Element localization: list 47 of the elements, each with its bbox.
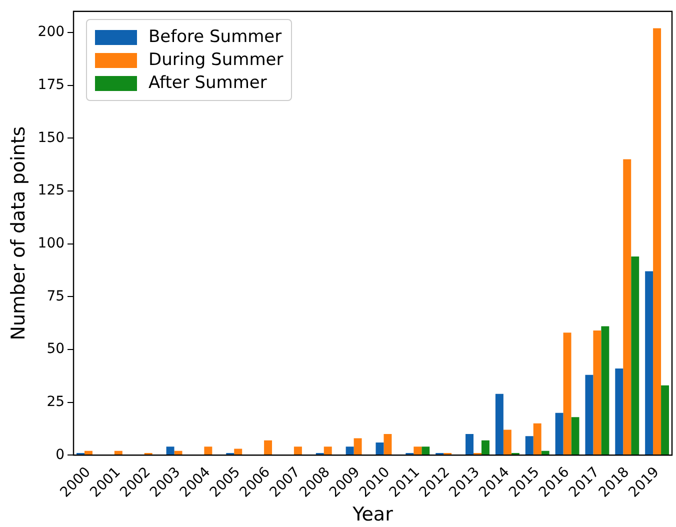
bar bbox=[593, 330, 602, 455]
y-tick-label: 25 bbox=[46, 394, 65, 410]
bar bbox=[324, 446, 332, 455]
bar bbox=[533, 423, 542, 455]
y-tick-label: 175 bbox=[38, 76, 65, 93]
bar bbox=[631, 256, 640, 455]
y-tick-label: 200 bbox=[38, 24, 65, 40]
y-tick-label: 100 bbox=[38, 235, 65, 252]
y-tick-label: 75 bbox=[46, 288, 65, 304]
bar bbox=[495, 394, 504, 455]
bar bbox=[653, 28, 662, 455]
bar bbox=[555, 412, 564, 455]
bar bbox=[264, 440, 272, 455]
bar bbox=[525, 436, 534, 455]
bar bbox=[481, 440, 490, 455]
bar bbox=[541, 450, 550, 455]
bar bbox=[503, 430, 512, 455]
bar bbox=[585, 374, 594, 455]
y-tick-label: 125 bbox=[38, 182, 65, 199]
bar bbox=[466, 434, 474, 455]
bar bbox=[645, 271, 654, 455]
y-tick-label: 0 bbox=[56, 446, 65, 463]
bar bbox=[661, 385, 670, 455]
bar bbox=[166, 446, 174, 455]
bar bbox=[354, 438, 362, 455]
bar bbox=[615, 368, 624, 455]
bar bbox=[294, 446, 302, 455]
bar bbox=[204, 446, 212, 455]
bar bbox=[414, 446, 422, 455]
y-tick-label: 50 bbox=[46, 341, 65, 358]
legend-label: Before Summer bbox=[148, 27, 282, 48]
bar bbox=[114, 450, 122, 455]
bar bbox=[623, 159, 632, 455]
y-tick-label: 150 bbox=[38, 130, 65, 146]
bar bbox=[346, 446, 354, 455]
bar bbox=[563, 332, 572, 455]
bar bbox=[384, 434, 392, 455]
bar bbox=[84, 450, 92, 455]
bar bbox=[601, 326, 610, 455]
legend-label: During Summer bbox=[148, 50, 284, 70]
bar bbox=[571, 417, 580, 455]
legend-label: After Summer bbox=[148, 73, 267, 94]
bar bbox=[376, 442, 384, 455]
bar bbox=[234, 448, 242, 455]
bar bbox=[422, 446, 430, 455]
y-axis-title: Number of data points bbox=[7, 126, 30, 340]
x-axis-title: Year bbox=[352, 504, 394, 526]
